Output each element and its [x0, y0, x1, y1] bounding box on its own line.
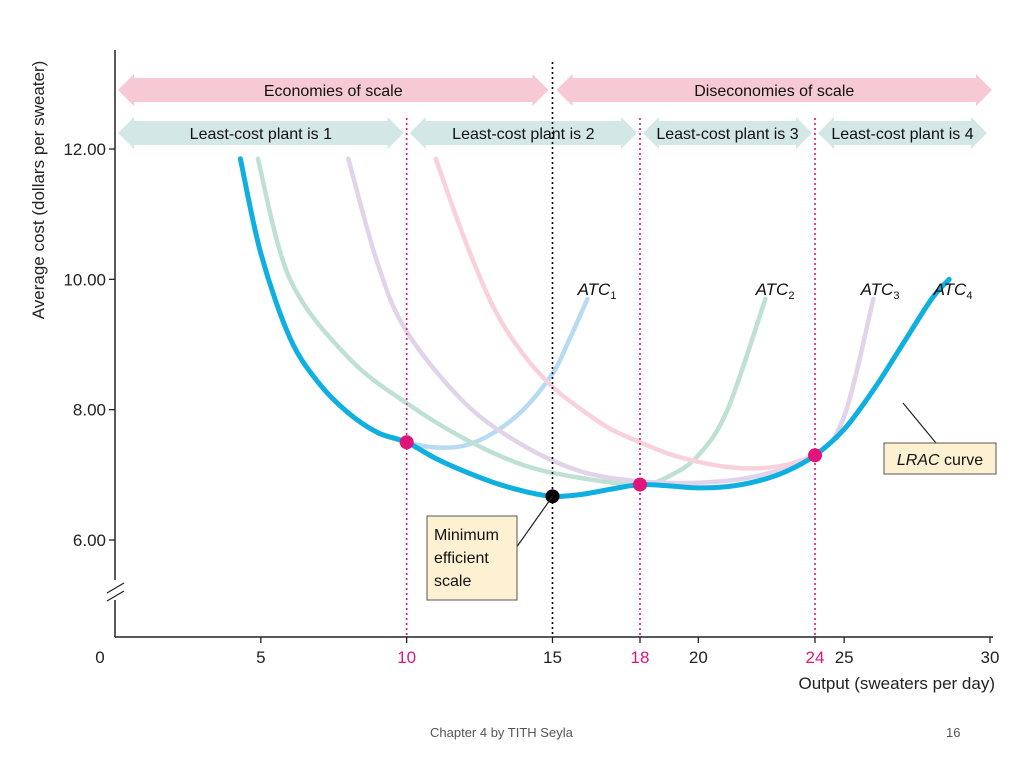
annotations: Minimum efficient scale LRAC curve — [426, 402, 997, 601]
y-tick-label: 6.00 — [73, 531, 106, 550]
range-plant-2-arrow — [409, 117, 637, 149]
minimum-efficient-scale-text: scale — [434, 573, 471, 590]
atc-3-label: ATC3 — [860, 280, 900, 302]
page-number: 16 — [946, 725, 961, 740]
y-tick-label: 12.00 — [63, 140, 106, 159]
lrac-label-box — [883, 442, 997, 475]
x-tick-label: 10 — [397, 648, 416, 667]
atc-1-label: ATC1 — [577, 280, 617, 302]
atc-curve-2 — [255, 156, 768, 487]
average-cost-chart: Economies of scale Diseconomies of scale L… — [29, 50, 999, 693]
intersection-point — [633, 477, 647, 492]
intersection-point — [808, 448, 822, 463]
x-tick-label: 18 — [631, 648, 650, 667]
range-plant-3-arrow — [643, 117, 812, 149]
y-tick-label: 10.00 — [63, 270, 106, 289]
minimum-pointer — [515, 495, 553, 549]
x-tick-label: 5 — [256, 648, 265, 667]
range-plant-1-arrow — [118, 117, 404, 149]
y-tick-label: 8.00 — [73, 401, 106, 420]
x-tick-label: 24 — [806, 648, 825, 667]
atc-2-label: ATC2 — [755, 280, 795, 302]
range-plant-1-label: Least-cost plant is 1 — [190, 126, 332, 143]
range-economies-arrow — [118, 74, 549, 106]
range-economies-label: Economies of scale — [264, 83, 403, 100]
x-axis-title: Output (sweaters per day) — [798, 674, 995, 693]
range-plant-2-label: Least-cost plant is 2 — [452, 126, 594, 143]
minimum-efficient-scale-box — [426, 515, 518, 601]
x-tick-label: 15 — [543, 648, 562, 667]
x-tick-label: 20 — [689, 648, 708, 667]
lrac-curve — [237, 156, 952, 499]
highlight-points — [399, 435, 822, 504]
axes: 0 5 10 15 18 20 24 25 30 6.00 8.00 10.00 12.00 Output… — [29, 50, 999, 693]
atc-4-label: ATC4 — [933, 280, 973, 302]
range-diseconomies-label: Diseconomies of scale — [694, 83, 854, 100]
scale-range-arrows: Economies of scale Diseconomies of scale L… — [118, 74, 992, 149]
range-plant-4-arrow — [818, 117, 987, 149]
curve-labels: ATC1 ATC2 ATC3 ATC4 — [577, 280, 973, 302]
reference-lines — [405, 62, 816, 637]
minimum-efficient-scale-text: Minimum — [434, 527, 499, 544]
atc-curve-1 — [238, 156, 590, 450]
lrac-pointer — [902, 402, 937, 444]
y-axis-break-mark — [106, 582, 125, 594]
minimum-efficient-scale-text: efficient — [434, 550, 489, 567]
intersection-point — [399, 435, 414, 450]
x-tick-label: 25 — [835, 648, 854, 667]
footer-source: Chapter 4 by TITH Seyla — [430, 725, 573, 740]
atc-curve-4 — [433, 156, 818, 471]
x-tick-label: 0 — [95, 648, 104, 667]
x-tick-label: 30 — [981, 648, 1000, 667]
range-plant-3-label: Least-cost plant is 3 — [656, 126, 798, 143]
lrac-label-text: LRAC curve — [897, 452, 983, 469]
range-plant-4-label: Least-cost plant is 4 — [831, 126, 973, 143]
y-axis-title: Average cost (dollars per sweater) — [29, 61, 48, 320]
y-axis-break-mark — [106, 590, 125, 602]
atc-curve-3 — [346, 156, 876, 486]
cost-curves — [237, 156, 952, 499]
range-diseconomies-arrow — [556, 74, 992, 106]
